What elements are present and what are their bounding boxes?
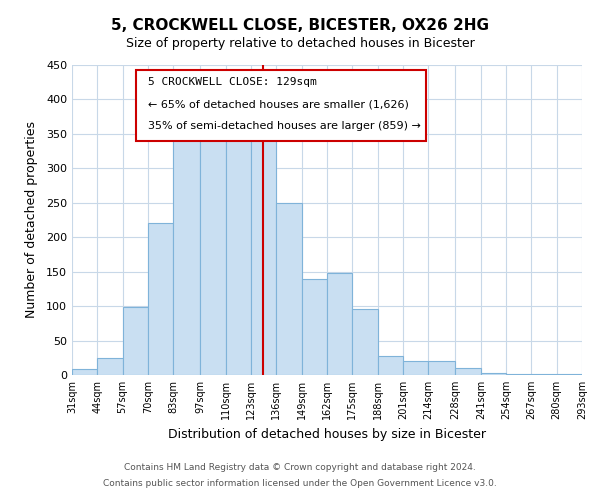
FancyBboxPatch shape (136, 70, 427, 141)
Bar (557, 374, 582, 375)
Text: Contains HM Land Registry data © Crown copyright and database right 2024.: Contains HM Land Registry data © Crown c… (124, 464, 476, 472)
Bar (97, 358, 122, 375)
Bar (481, 373, 506, 375)
Bar (377, 356, 403, 375)
Text: 5 CROCKWELL CLOSE: 129sqm: 5 CROCKWELL CLOSE: 129sqm (149, 78, 317, 88)
Bar (148, 224, 173, 375)
Bar (532, 374, 557, 375)
Bar (302, 278, 327, 375)
Y-axis label: Number of detached properties: Number of detached properties (25, 122, 38, 318)
X-axis label: Distribution of detached houses by size in Bicester: Distribution of detached houses by size … (168, 428, 486, 440)
Bar (428, 361, 455, 375)
Bar (72, 370, 97, 375)
Bar (277, 203, 302, 375)
Bar (455, 368, 481, 375)
Bar (173, 127, 200, 375)
Bar (200, 124, 226, 375)
Text: 35% of semi-detached houses are larger (859) →: 35% of semi-detached houses are larger (… (149, 121, 421, 131)
Bar (352, 309, 377, 375)
Text: 5, CROCKWELL CLOSE, BICESTER, OX26 2HG: 5, CROCKWELL CLOSE, BICESTER, OX26 2HG (111, 18, 489, 32)
Bar (506, 374, 532, 375)
Text: Size of property relative to detached houses in Bicester: Size of property relative to detached ho… (125, 38, 475, 51)
Text: Contains public sector information licensed under the Open Government Licence v3: Contains public sector information licen… (103, 478, 497, 488)
Text: ← 65% of detached houses are smaller (1,626): ← 65% of detached houses are smaller (1,… (149, 99, 409, 109)
Bar (327, 273, 352, 375)
Bar (403, 361, 428, 375)
Bar (122, 308, 148, 375)
Bar (251, 136, 277, 375)
Bar (226, 130, 251, 375)
